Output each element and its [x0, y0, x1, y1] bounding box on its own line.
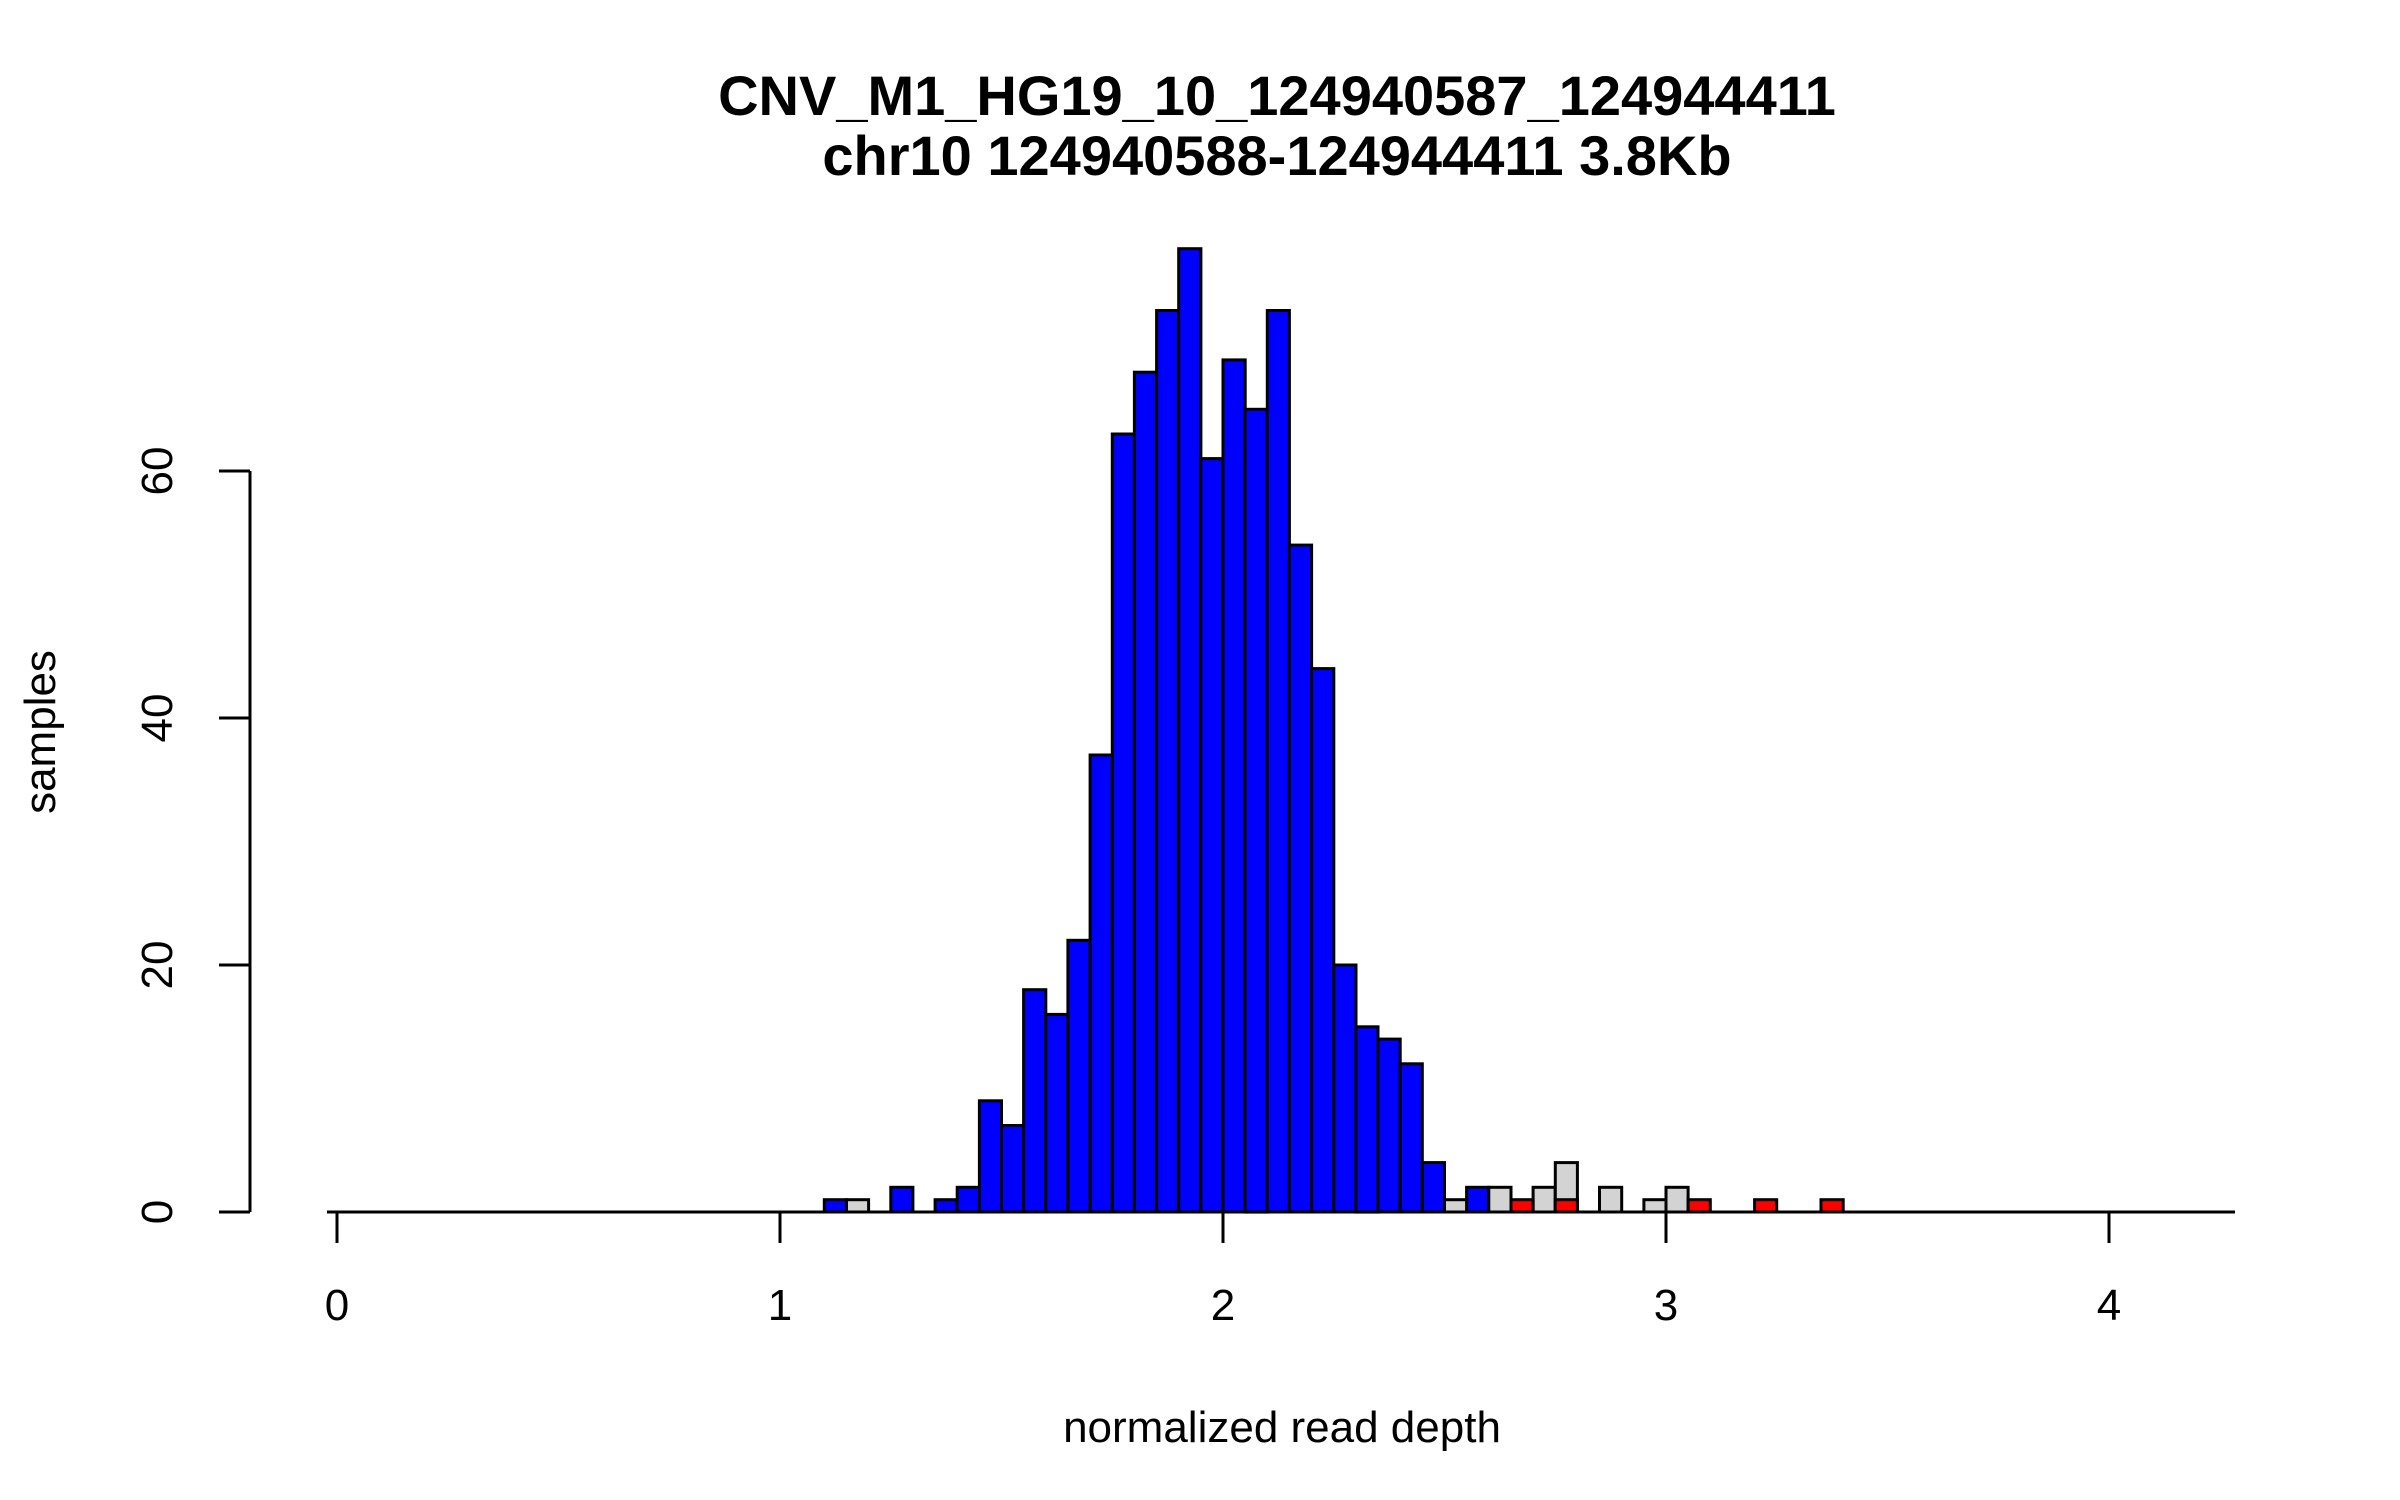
- bar-duplication: [1819, 1198, 1845, 1214]
- bar-diploid: [1265, 309, 1291, 1214]
- y-tick-label: 20: [133, 941, 182, 990]
- y-tick-label: 60: [133, 447, 182, 496]
- bar-duplication: [1686, 1198, 1712, 1214]
- bar-uncertain: [1487, 1185, 1513, 1214]
- y-axis-label: samples: [16, 650, 65, 814]
- x-tick-label: 0: [325, 1281, 349, 1330]
- bar-diploid: [933, 1198, 959, 1214]
- bar-diploid: [1420, 1161, 1447, 1214]
- bar-diploid: [1310, 667, 1336, 1214]
- bar-diploid: [822, 1198, 848, 1214]
- bar-diploid: [1465, 1185, 1491, 1214]
- y-axis: 0 20 40 60: [133, 447, 252, 1224]
- x-tick-label: 2: [1211, 1281, 1235, 1330]
- bar-uncertain: [1443, 1198, 1469, 1214]
- chart-title: CNV_M1_HG19_10_124940587_124944411: [718, 64, 1836, 127]
- bar-diploid: [1398, 1062, 1424, 1214]
- bar-diploid: [955, 1185, 981, 1214]
- bar-duplication: [1753, 1198, 1779, 1214]
- bar-diploid: [1354, 1025, 1380, 1214]
- x-axis: 0 1 2 3 4: [325, 1210, 2235, 1330]
- bar-diploid: [889, 1185, 915, 1214]
- x-axis-label: normalized read depth: [1063, 1403, 1501, 1452]
- chart-subtitle: chr10 124940588-124944411 3.8Kb: [822, 124, 1731, 187]
- x-tick-label: 1: [768, 1281, 792, 1330]
- bar-diploid: [1000, 1124, 1026, 1214]
- bar-diploid: [1110, 432, 1137, 1214]
- bar-diploid: [1132, 370, 1159, 1214]
- bar-diploid: [1022, 988, 1048, 1214]
- bar-uncertain: [845, 1198, 871, 1214]
- bar-diploid: [1221, 358, 1247, 1214]
- bar-diploid: [1332, 963, 1358, 1214]
- x-tick-label: 4: [2097, 1281, 2121, 1330]
- bar-uncertain: [1642, 1198, 1668, 1214]
- bar-uncertain: [1664, 1185, 1690, 1214]
- x-tick-label: 3: [1654, 1281, 1678, 1330]
- bar-uncertain: [1598, 1185, 1624, 1214]
- bars-group: [822, 247, 1845, 1214]
- bar-diploid: [1243, 407, 1269, 1214]
- bar-diploid: [1044, 1012, 1070, 1214]
- bar-uncertain: [1531, 1185, 1557, 1214]
- bar-diploid: [1287, 543, 1314, 1214]
- bar-diploid: [977, 1099, 1004, 1214]
- bar-duplication: [1509, 1198, 1535, 1214]
- y-tick-label: 0: [133, 1200, 182, 1224]
- y-tick-label: 40: [133, 694, 182, 743]
- bar-diploid: [1177, 247, 1203, 1214]
- bar-diploid: [1088, 753, 1114, 1214]
- bar-diploid: [1199, 457, 1225, 1214]
- bar-diploid: [1155, 309, 1181, 1214]
- bar-diploid: [1066, 938, 1092, 1214]
- bar-diploid: [1376, 1037, 1402, 1214]
- bar-duplication: [1553, 1198, 1579, 1214]
